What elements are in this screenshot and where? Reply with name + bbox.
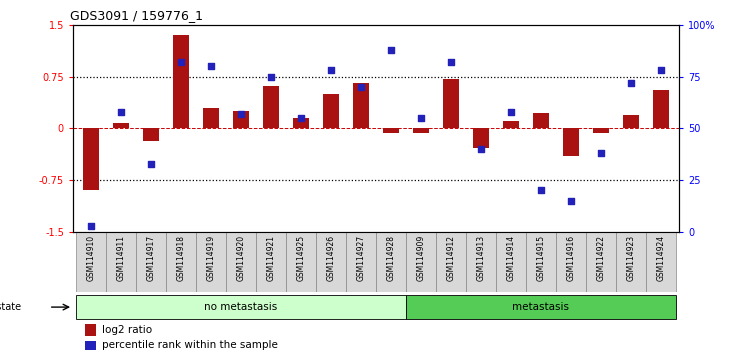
- Bar: [173, 35, 189, 129]
- Point: [535, 188, 547, 193]
- Text: metastasis: metastasis: [512, 302, 569, 312]
- Point: [235, 111, 247, 117]
- Point: [385, 47, 397, 52]
- Bar: [556, 232, 586, 292]
- Bar: [233, 111, 249, 129]
- Bar: [526, 232, 556, 292]
- Text: log2 ratio: log2 ratio: [102, 325, 153, 335]
- Text: GSM114923: GSM114923: [626, 235, 635, 281]
- Text: GSM114924: GSM114924: [656, 235, 666, 281]
- Text: GSM114922: GSM114922: [596, 235, 605, 281]
- Text: no metastasis: no metastasis: [204, 302, 277, 312]
- Bar: [76, 295, 406, 319]
- Bar: [82, 129, 99, 190]
- Text: GSM114914: GSM114914: [507, 235, 515, 281]
- Bar: [383, 129, 399, 133]
- Bar: [466, 232, 496, 292]
- Point: [565, 198, 577, 204]
- Bar: [646, 232, 676, 292]
- Point: [415, 115, 427, 121]
- Text: GSM114925: GSM114925: [296, 235, 305, 281]
- Point: [595, 150, 607, 156]
- Bar: [106, 232, 136, 292]
- Bar: [376, 232, 406, 292]
- Text: GSM114910: GSM114910: [86, 235, 96, 281]
- Point: [265, 74, 277, 79]
- Bar: [496, 232, 526, 292]
- Bar: [256, 232, 286, 292]
- Text: GSM114909: GSM114909: [416, 235, 426, 281]
- Bar: [503, 121, 519, 129]
- Text: disease state: disease state: [0, 302, 21, 312]
- Point: [475, 146, 487, 152]
- Bar: [442, 79, 459, 129]
- Point: [655, 68, 666, 73]
- Point: [85, 223, 97, 228]
- Bar: [623, 115, 639, 129]
- Point: [355, 84, 366, 90]
- Bar: [112, 123, 129, 129]
- Bar: [346, 232, 376, 292]
- Bar: [76, 232, 106, 292]
- Bar: [226, 232, 256, 292]
- Bar: [593, 129, 609, 133]
- Point: [625, 80, 637, 86]
- Bar: [616, 232, 646, 292]
- Text: GSM114915: GSM114915: [537, 235, 545, 281]
- Point: [295, 115, 307, 121]
- Point: [445, 59, 457, 65]
- Text: GSM114912: GSM114912: [447, 235, 456, 281]
- Point: [205, 63, 217, 69]
- Text: GSM114916: GSM114916: [566, 235, 575, 281]
- Bar: [196, 232, 226, 292]
- Text: GSM114917: GSM114917: [147, 235, 155, 281]
- Bar: [406, 232, 436, 292]
- Bar: [412, 129, 429, 133]
- Bar: [653, 90, 669, 129]
- Text: GSM114927: GSM114927: [356, 235, 366, 281]
- Text: GSM114921: GSM114921: [266, 235, 275, 281]
- Bar: [436, 232, 466, 292]
- Text: GSM114920: GSM114920: [237, 235, 245, 281]
- Bar: [353, 84, 369, 129]
- Bar: [586, 232, 616, 292]
- Text: GSM114918: GSM114918: [177, 235, 185, 281]
- Bar: [323, 94, 339, 129]
- Bar: [263, 86, 279, 129]
- Text: GSM114926: GSM114926: [326, 235, 336, 281]
- Point: [325, 68, 337, 73]
- Point: [175, 59, 187, 65]
- Bar: [85, 324, 96, 336]
- Bar: [293, 118, 310, 129]
- Bar: [316, 232, 346, 292]
- Bar: [143, 129, 159, 141]
- Text: GSM114919: GSM114919: [207, 235, 215, 281]
- Text: GDS3091 / 159776_1: GDS3091 / 159776_1: [70, 9, 203, 22]
- Bar: [203, 108, 219, 129]
- Point: [145, 161, 157, 166]
- Bar: [473, 129, 489, 148]
- Text: GSM114913: GSM114913: [477, 235, 485, 281]
- Bar: [136, 232, 166, 292]
- Bar: [533, 113, 549, 129]
- Bar: [166, 232, 196, 292]
- Bar: [85, 341, 96, 350]
- Point: [505, 109, 517, 115]
- Text: GSM114928: GSM114928: [386, 235, 396, 281]
- Text: percentile rank within the sample: percentile rank within the sample: [102, 340, 278, 350]
- Bar: [286, 232, 316, 292]
- Bar: [406, 295, 676, 319]
- Point: [115, 109, 127, 115]
- Bar: [563, 129, 579, 156]
- Text: GSM114911: GSM114911: [117, 235, 126, 281]
